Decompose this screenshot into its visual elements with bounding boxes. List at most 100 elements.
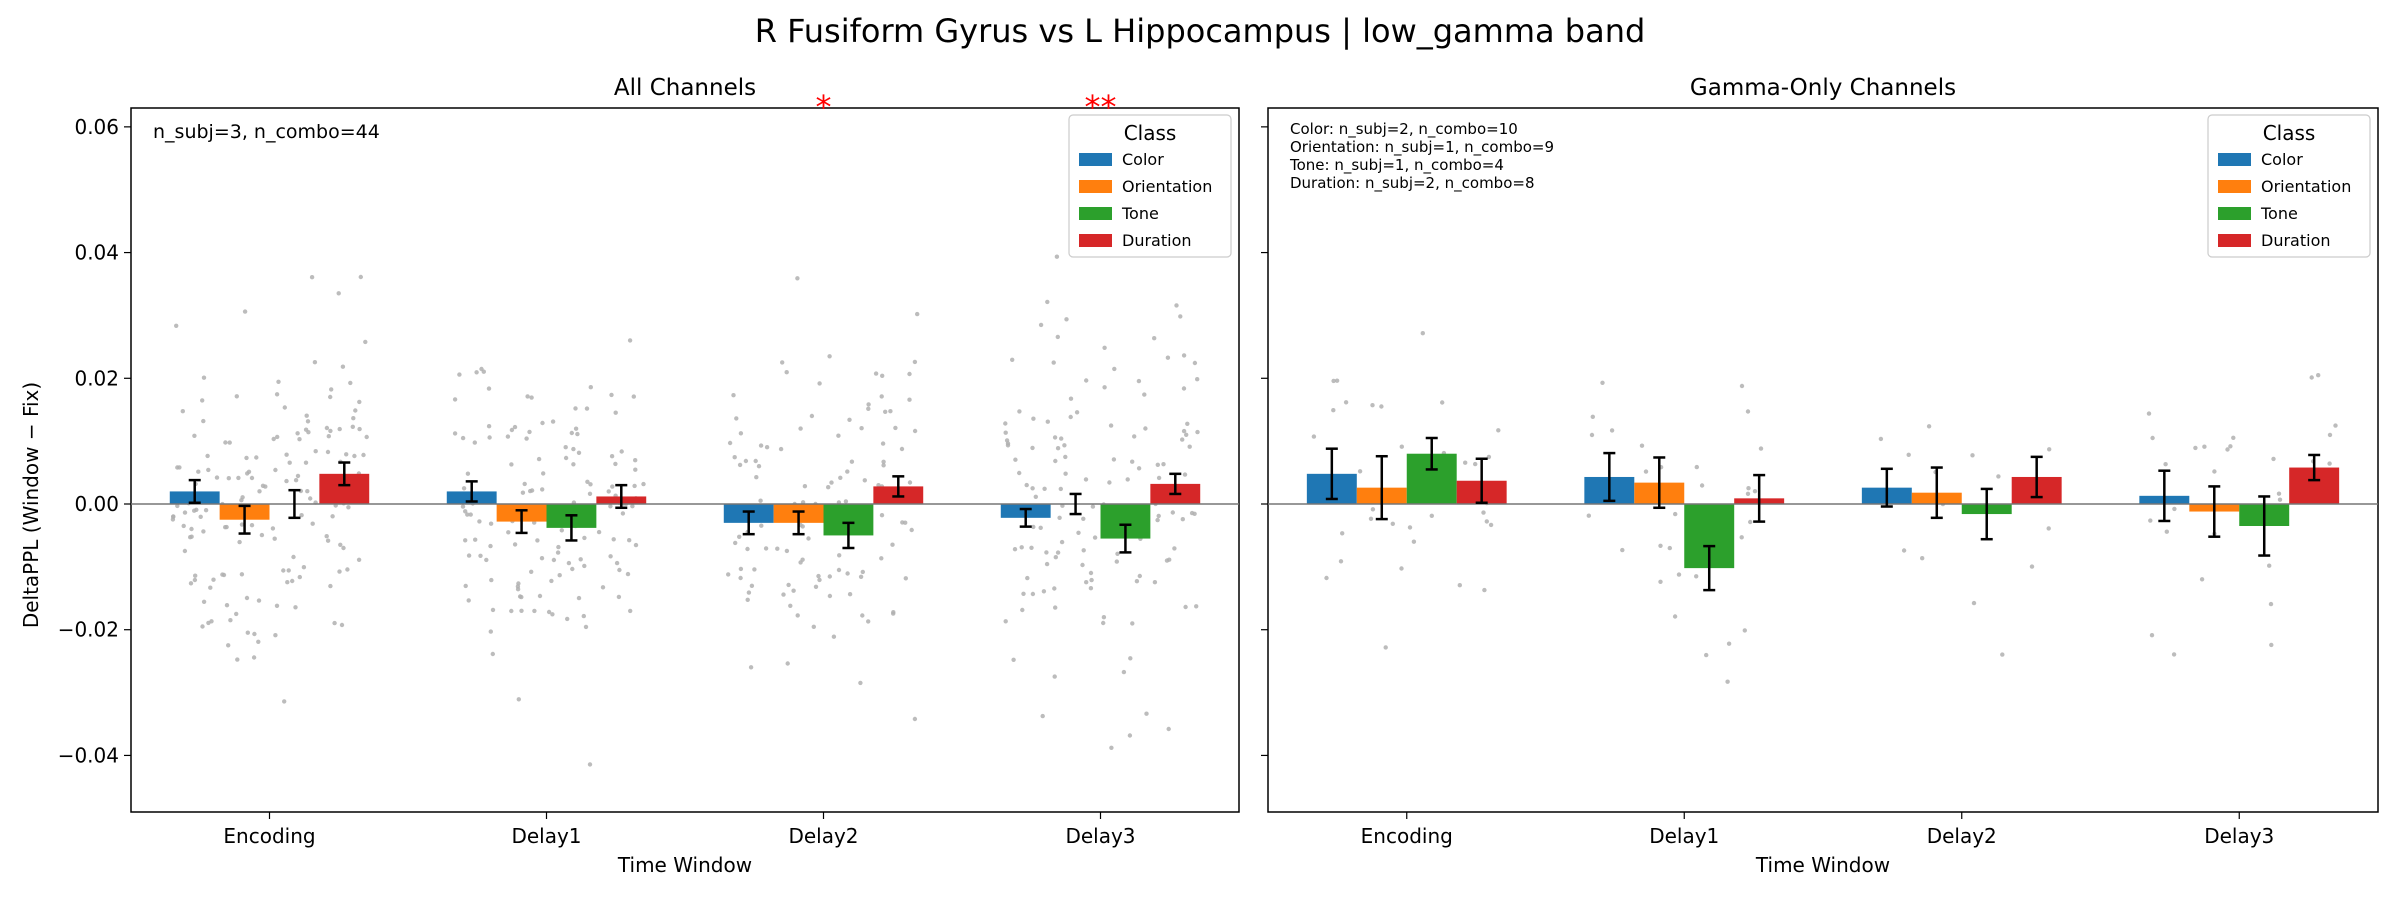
data-point	[1092, 535, 1098, 540]
data-point	[325, 538, 331, 543]
data-point	[1672, 614, 1678, 619]
legend-swatch	[2218, 180, 2251, 193]
data-point	[775, 546, 780, 551]
data-point	[559, 528, 564, 533]
data-point	[836, 433, 841, 438]
data-point	[738, 566, 744, 572]
data-point	[484, 557, 489, 563]
x-tick-label: Delay3	[1065, 824, 1135, 848]
data-point	[858, 680, 863, 686]
data-point	[457, 372, 462, 377]
data-point	[1758, 446, 1764, 451]
data-point	[1115, 551, 1120, 556]
data-point	[505, 434, 511, 439]
data-point	[1030, 486, 1035, 491]
data-point	[488, 521, 494, 526]
data-point	[831, 634, 837, 639]
data-point	[284, 452, 289, 457]
data-point	[1192, 511, 1197, 516]
data-point	[2163, 462, 2168, 467]
data-point	[628, 608, 633, 614]
data-point	[625, 571, 631, 577]
sample-size-annotation-line: Color: n_subj=2, n_combo=10	[1290, 120, 1518, 139]
data-point	[328, 428, 333, 434]
data-point	[473, 537, 478, 542]
data-point	[780, 360, 785, 365]
legend-label: Tone	[2260, 204, 2298, 223]
data-point	[1101, 615, 1107, 620]
sample-size-annotation-line: Orientation: n_subj=1, n_combo=9	[1290, 138, 1554, 157]
data-point	[175, 503, 180, 509]
legend-label: Orientation	[2261, 177, 2351, 196]
data-point	[584, 406, 590, 411]
x-axis-label: Time Window	[617, 853, 752, 877]
data-point	[488, 543, 493, 549]
data-point	[745, 546, 750, 552]
data-point	[1195, 429, 1200, 435]
data-point	[1639, 443, 1645, 448]
data-point	[522, 481, 527, 487]
data-point	[540, 420, 545, 426]
data-point	[252, 631, 257, 637]
data-point	[614, 560, 620, 566]
data-point	[763, 546, 769, 551]
data-point	[515, 587, 521, 592]
data-point	[734, 416, 739, 421]
data-point	[353, 408, 358, 413]
data-point	[1128, 656, 1133, 661]
data-point	[193, 573, 198, 578]
data-point	[1045, 419, 1051, 424]
data-point	[463, 583, 468, 589]
data-point	[524, 436, 529, 441]
data-point	[201, 418, 206, 424]
data-point	[541, 471, 546, 476]
legend-swatch	[1079, 180, 1112, 193]
data-point	[1370, 507, 1376, 512]
data-point	[506, 530, 511, 535]
data-point	[609, 392, 614, 398]
data-point	[1481, 510, 1486, 515]
data-point	[205, 453, 210, 459]
data-point	[201, 599, 207, 604]
data-point	[631, 394, 636, 399]
data-point	[915, 311, 920, 317]
data-point	[1040, 713, 1045, 719]
data-point	[479, 366, 484, 372]
data-point	[1010, 357, 1015, 362]
data-point	[224, 603, 230, 608]
data-point	[1081, 548, 1086, 553]
data-point	[1152, 580, 1158, 585]
data-point	[198, 514, 203, 519]
data-point	[301, 565, 307, 570]
data-point	[1029, 545, 1034, 550]
data-point	[2271, 456, 2276, 462]
data-point	[1457, 583, 1463, 588]
data-point	[2172, 506, 2177, 512]
data-point	[1089, 577, 1094, 583]
data-point	[1183, 604, 1188, 610]
data-point	[192, 508, 197, 513]
data-point	[847, 592, 853, 597]
data-point	[1054, 254, 1060, 259]
data-point	[909, 527, 914, 533]
data-point	[271, 436, 276, 442]
data-point	[364, 434, 369, 440]
data-point	[876, 483, 881, 488]
data-point	[276, 379, 281, 384]
data-point	[1055, 446, 1061, 451]
data-point	[795, 276, 800, 281]
legend-swatch	[1079, 207, 1112, 220]
data-point	[816, 573, 821, 579]
data-point	[1031, 416, 1036, 421]
data-point	[1166, 726, 1171, 732]
data-point	[1125, 477, 1130, 482]
data-point	[1658, 543, 1663, 548]
data-point	[2148, 518, 2153, 523]
data-point	[565, 616, 570, 622]
data-point	[754, 475, 759, 480]
data-point	[2199, 577, 2205, 582]
data-point	[1739, 383, 1745, 389]
data-point	[1130, 621, 1135, 626]
data-point	[2309, 375, 2314, 380]
data-point	[836, 567, 842, 573]
